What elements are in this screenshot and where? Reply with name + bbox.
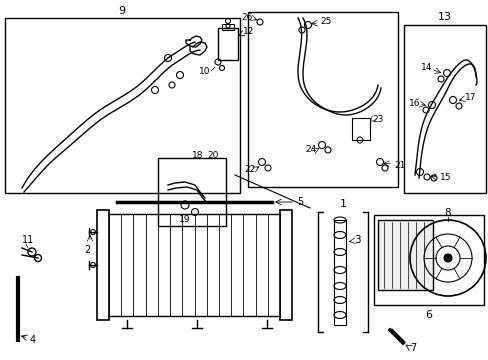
Text: 4: 4 — [30, 335, 36, 345]
Bar — [351, 118, 369, 140]
Text: 14: 14 — [420, 63, 431, 72]
Bar — [333, 220, 346, 325]
Text: 1: 1 — [339, 199, 346, 209]
Text: 13: 13 — [437, 12, 451, 22]
Bar — [377, 220, 432, 290]
Text: 23: 23 — [371, 116, 383, 125]
Text: 6: 6 — [425, 310, 431, 320]
Text: 18: 18 — [192, 150, 203, 159]
Text: 22: 22 — [244, 166, 256, 175]
Text: 24: 24 — [305, 145, 316, 154]
Text: 21: 21 — [393, 161, 405, 170]
Text: 20: 20 — [207, 150, 218, 159]
Bar — [222, 24, 234, 30]
Bar — [280, 210, 291, 320]
Text: 7: 7 — [409, 343, 415, 353]
Text: 26: 26 — [241, 13, 252, 22]
Bar — [5, 18, 240, 193]
Text: 10: 10 — [198, 68, 209, 77]
Bar — [97, 210, 109, 320]
Text: 5: 5 — [296, 197, 303, 207]
Bar — [247, 12, 397, 187]
Text: 15: 15 — [439, 174, 450, 183]
Circle shape — [443, 254, 451, 262]
Text: 19: 19 — [179, 216, 190, 225]
Bar — [218, 28, 238, 60]
Text: 9: 9 — [118, 6, 125, 16]
Text: 3: 3 — [353, 235, 360, 245]
Text: 16: 16 — [407, 99, 419, 108]
Bar — [158, 158, 225, 226]
Bar — [403, 25, 485, 193]
Text: 11: 11 — [22, 235, 34, 245]
Text: 12: 12 — [243, 27, 254, 36]
Text: 2: 2 — [84, 245, 90, 255]
Text: 8: 8 — [444, 208, 450, 218]
Bar — [373, 215, 483, 305]
Text: 25: 25 — [319, 18, 331, 27]
Text: 17: 17 — [464, 94, 475, 103]
